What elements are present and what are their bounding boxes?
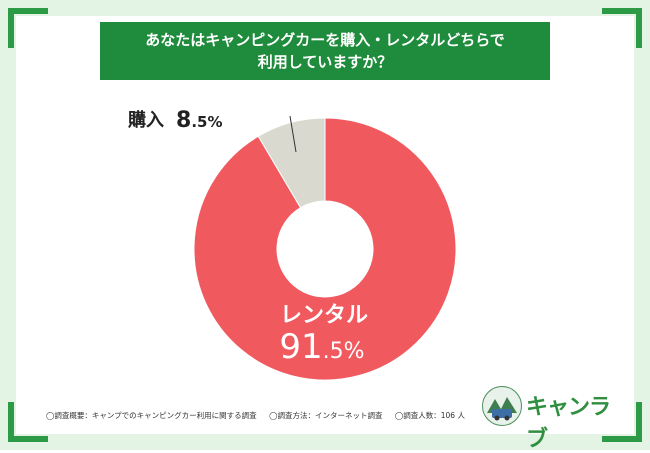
chart-title-line-2: 利用していますか？ [257,53,393,71]
purchase-leader-line [289,115,297,153]
camper-badge-icon [482,386,522,426]
rental-label: レンタル [280,303,368,328]
border-top [0,0,650,16]
purchase-value-dec: .5% [191,113,222,131]
corner-bottom-left [8,402,48,442]
border-bottom [0,434,650,450]
slice-purchase [257,117,326,209]
footnote-overview: ◯調査概要：キャンプでのキャンピングカー利用に関する調査 [46,411,257,420]
chart-title-line-1: あなたはキャンピングカーを購入・レンタルどちらで [145,31,505,49]
footnote-sample: ◯調査人数：106 人 [394,411,465,420]
rental-value: 91.5% [279,327,364,367]
border-right [634,0,650,450]
border-left [0,0,16,450]
purchase-value: 8.5% [176,108,222,133]
chart-title-box: あなたはキャンピングカーを購入・レンタルどちらで 利用していますか？ [100,22,550,80]
survey-footnote: ◯調査概要：キャンプでのキャンピングカー利用に関する調査 ◯調査方法：インターネ… [46,410,475,421]
purchase-label: 購入 [127,109,164,131]
purchase-value-int: 8 [176,108,191,133]
rental-value-int: 91 [279,327,322,367]
brand-logo: キャンラブ [482,386,612,452]
donut-slices [193,117,457,381]
rental-value-dec: .5% [323,339,365,364]
footnote-method: ◯調査方法：インターネット調査 [269,411,383,420]
slice-rental [193,117,457,381]
brand-logo-text: キャンラブ [526,395,611,452]
corner-bottom-right [602,402,642,442]
corner-top-left [8,8,48,48]
corner-top-right [602,8,642,48]
